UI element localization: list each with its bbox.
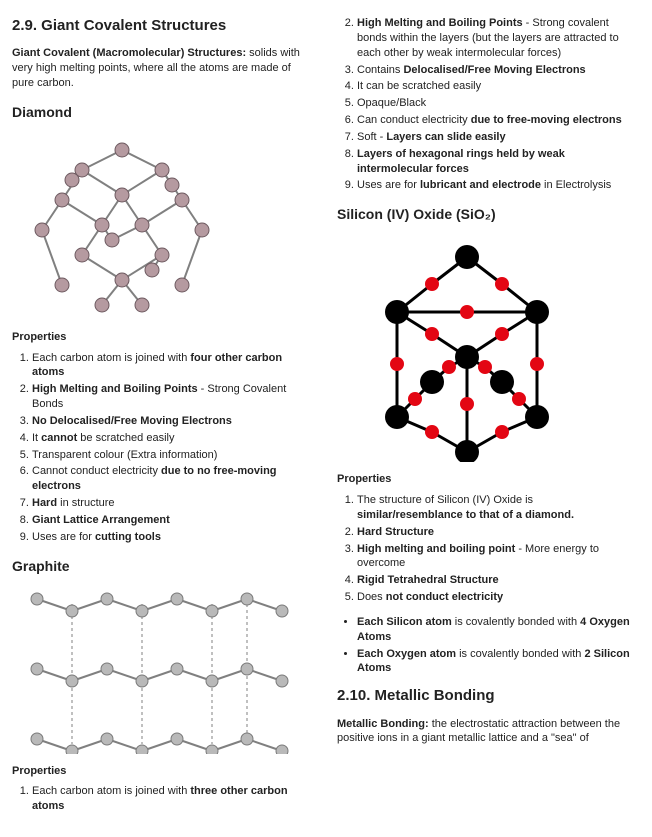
graphite-heading: Graphite <box>12 557 315 576</box>
list-item: Each carbon atom is joined with four oth… <box>32 351 315 381</box>
diamond-properties-list: Each carbon atom is joined with four oth… <box>12 351 315 545</box>
list-item: Does not conduct electricity <box>357 590 640 605</box>
metallic-paragraph: Metallic Bonding: the electrostatic attr… <box>337 717 640 747</box>
list-item: High melting and boiling point - More en… <box>357 542 640 572</box>
list-item: Each Oxygen atom is covalently bonded wi… <box>357 647 640 677</box>
list-item: Each carbon atom is joined with three ot… <box>32 784 315 814</box>
list-item: Giant Lattice Arrangement <box>32 513 315 528</box>
list-item: No Delocalised/Free Moving Electrons <box>32 414 315 429</box>
diamond-properties-heading: Properties <box>12 330 315 345</box>
list-item: Cannot conduct electricity due to no fre… <box>32 464 315 494</box>
list-item: It cannot be scratched easily <box>32 431 315 446</box>
list-item: Soft - Layers can slide easily <box>357 130 640 145</box>
graphite-diagram <box>12 584 315 754</box>
list-item: Uses are for lubricant and electrode in … <box>357 178 640 193</box>
list-item: Contains Delocalised/Free Moving Electro… <box>357 63 640 78</box>
graphite-properties-list: Each carbon atom is joined with three ot… <box>12 784 315 814</box>
list-item: High Melting and Boiling Points - Strong… <box>32 382 315 412</box>
list-item: High Melting and Boiling Points - Strong… <box>357 16 640 61</box>
diamond-diagram <box>12 130 315 320</box>
graphite-properties-continued: High Melting and Boiling Points - Strong… <box>337 16 640 193</box>
list-item: Opaque/Black <box>357 96 640 111</box>
section-title: 2.9. Giant Covalent Structures <box>12 16 315 36</box>
list-item: Uses are for cutting tools <box>32 530 315 545</box>
graphite-properties-heading: Properties <box>12 764 315 779</box>
list-item: Hard in structure <box>32 496 315 511</box>
list-item: Layers of hexagonal rings held by weak i… <box>357 147 640 177</box>
list-item: It can be scratched easily <box>357 79 640 94</box>
sio2-properties-list: The structure of Silicon (IV) Oxide is s… <box>337 493 640 605</box>
right-column: High Melting and Boiling Points - Strong… <box>337 12 640 824</box>
sio2-heading: Silicon (IV) Oxide (SiO₂) <box>337 205 640 224</box>
list-item: Can conduct electricity due to free-movi… <box>357 113 640 128</box>
metallic-heading: 2.10. Metallic Bonding <box>337 686 640 706</box>
list-item: Transparent colour (Extra information) <box>32 448 315 463</box>
sio2-properties-heading: Properties <box>337 472 640 487</box>
intro-paragraph: Giant Covalent (Macromolecular) Structur… <box>12 46 315 91</box>
sio2-bonding-list: Each Silicon atom is covalently bonded w… <box>337 615 640 676</box>
diamond-heading: Diamond <box>12 103 315 122</box>
list-item: Hard Structure <box>357 525 640 540</box>
list-item: The structure of Silicon (IV) Oxide is s… <box>357 493 640 523</box>
left-column: 2.9. Giant Covalent Structures Giant Cov… <box>12 12 315 824</box>
sio2-diagram <box>337 232 640 462</box>
list-item: Rigid Tetrahedral Structure <box>357 573 640 588</box>
list-item: Each Silicon atom is covalently bonded w… <box>357 615 640 645</box>
